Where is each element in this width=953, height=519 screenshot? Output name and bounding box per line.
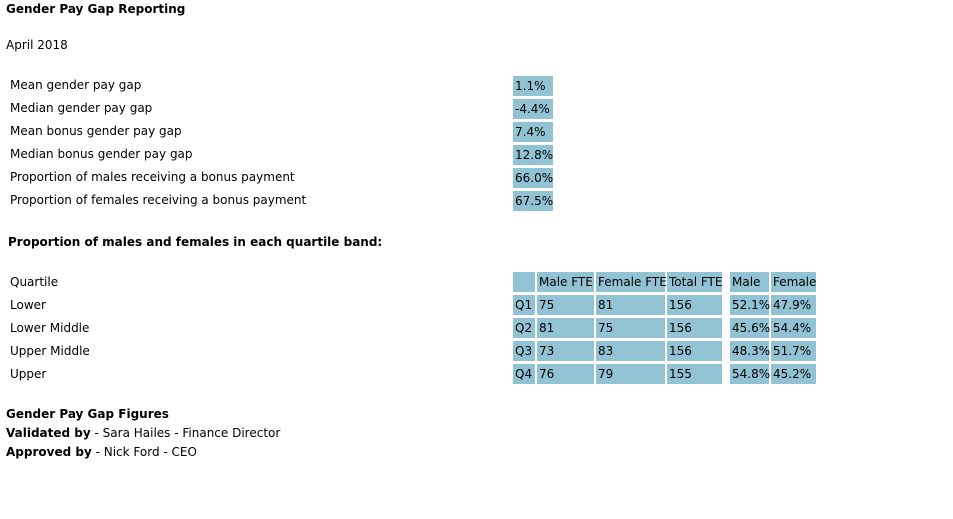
male-fte-cell: 76 [537,364,594,384]
quartile-code: Q3 [513,341,535,361]
report-date: April 2018 [6,38,68,52]
validated-line: Validated by - Sara Hailes - Finance Dir… [6,426,280,440]
footer-heading: Gender Pay Gap Figures [6,407,169,421]
metric-value: 1.1% [513,76,553,96]
table-header-cell: Male FTE [537,272,594,292]
table-header-cell: Female [771,272,816,292]
female-pct-cell: 54.4% [771,318,816,338]
quartile-name: Lower Middle [10,321,90,335]
female-fte-cell: 81 [596,295,665,315]
table-header-cell [513,272,535,292]
approved-label: Approved by [6,445,92,459]
metric-value: 66.0% [513,168,553,188]
quartile-code: Q2 [513,318,535,338]
total-fte-cell: 156 [667,341,722,361]
female-pct-cell: 47.9% [771,295,816,315]
table-header-cell: Total FTE [667,272,722,292]
male-fte-cell: 73 [537,341,594,361]
male-pct-cell: 48.3% [730,341,770,361]
metric-value: -4.4% [513,99,553,119]
quartile-column-label: Quartile [10,275,59,289]
female-pct-cell: 51.7% [771,341,816,361]
total-fte-cell: 156 [667,295,722,315]
quartile-name: Lower [10,298,46,312]
male-fte-cell: 75 [537,295,594,315]
male-pct-cell: 52.1% [730,295,770,315]
page-title: Gender Pay Gap Reporting [6,2,186,16]
total-fte-cell: 155 [667,364,722,384]
metric-label: Proportion of females receiving a bonus … [10,193,307,207]
quartile-name: Upper [10,367,47,381]
female-fte-cell: 79 [596,364,665,384]
approved-value: - Nick Ford - CEO [91,445,197,459]
validated-label: Validated by [6,426,91,440]
metric-label: Median gender pay gap [10,101,153,115]
female-pct-cell: 45.2% [771,364,816,384]
metric-value: 12.8% [513,145,553,165]
validated-value: - Sara Hailes - Finance Director [90,426,281,440]
quartile-heading: Proportion of males and females in each … [8,235,383,249]
table-header-cell: Male [730,272,769,292]
table-header-cell: Female FTE [596,272,667,292]
metric-value: 7.4% [513,122,553,142]
metric-label: Median bonus gender pay gap [10,147,193,161]
metric-label: Proportion of males receiving a bonus pa… [10,170,295,184]
approved-line: Approved by - Nick Ford - CEO [6,445,197,459]
male-fte-cell: 81 [537,318,594,338]
metric-label: Mean bonus gender pay gap [10,124,182,138]
quartile-code: Q4 [513,364,535,384]
male-pct-cell: 45.6% [730,318,770,338]
metric-label: Mean gender pay gap [10,78,142,92]
female-fte-cell: 83 [596,341,665,361]
quartile-name: Upper Middle [10,344,90,358]
quartile-code: Q1 [513,295,535,315]
total-fte-cell: 156 [667,318,722,338]
male-pct-cell: 54.8% [730,364,770,384]
female-fte-cell: 75 [596,318,665,338]
metric-value: 67.5% [513,191,553,211]
